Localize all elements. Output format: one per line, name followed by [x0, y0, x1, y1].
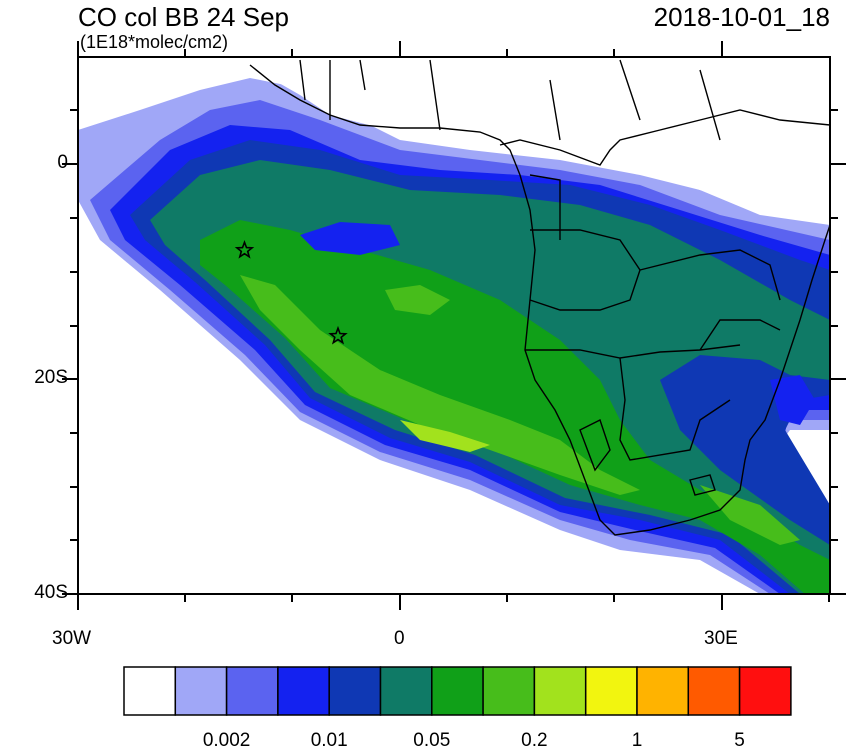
station-markers [234, 240, 348, 345]
datetime-label: 2018-10-01_18 [653, 2, 830, 32]
colorbar-cell-8 [533, 666, 587, 716]
star-2-marker-icon [328, 325, 348, 345]
map-title: CO col BB 24 Sep [78, 2, 289, 32]
colorbar-tick-label: 5 [734, 730, 745, 751]
colorbar-cell-6 [431, 666, 484, 716]
units-label: (1E18*molec/cm2) [80, 32, 229, 52]
colorbar-cell-5 [379, 666, 433, 716]
star-1-marker-icon [234, 240, 255, 259]
colorbar-cell-0 [123, 666, 177, 716]
colorbar-tick-label: 1 [631, 730, 643, 751]
axis-ticks [62, 41, 846, 610]
colorbar-tick-label: 0.05 [413, 730, 451, 751]
colorbar-tick-label: 0.002 [202, 730, 251, 751]
colorbar-cell-7 [482, 666, 536, 716]
lat-label-20s: 20S [34, 367, 68, 388]
colorbar-cell-11 [687, 666, 741, 716]
coastlines [249, 59, 830, 536]
colorbar-tick-label: 0.01 [310, 730, 348, 751]
colorbar-tick-label: 0.2 [521, 730, 548, 751]
colorbar-cell-4 [328, 666, 382, 716]
colorbar-cell-2 [225, 666, 279, 716]
colorbar-cell-12 [738, 666, 792, 716]
lon-label-30w: 30W [52, 628, 92, 649]
lon-label-0: 0 [394, 628, 405, 649]
colorbar-cell-10 [636, 666, 690, 716]
lon-label-30e: 30E [704, 628, 738, 649]
co-plume [78, 57, 830, 594]
colorbar-cell-1 [174, 666, 228, 716]
lat-label-0: 0 [57, 152, 68, 173]
colorbar-cell-3 [277, 666, 330, 716]
lat-label-40s: 40S [34, 582, 68, 603]
colorbar-cell-9 [584, 666, 638, 716]
